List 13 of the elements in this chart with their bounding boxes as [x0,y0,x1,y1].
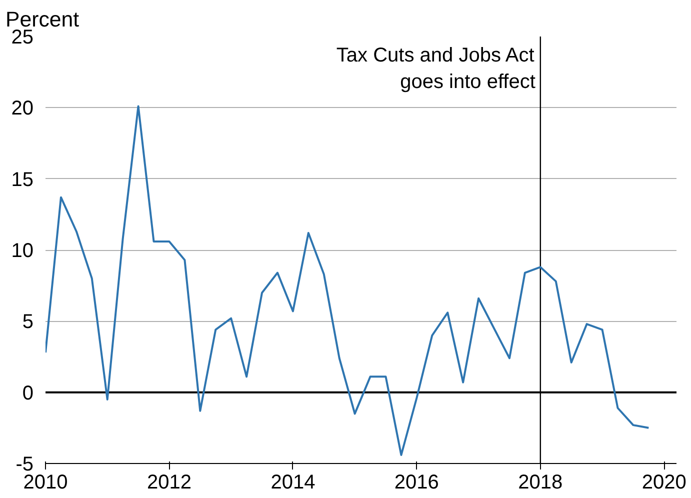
y-tick-label: 5 [22,311,34,334]
x-tick-label: 2020 [642,472,686,494]
x-tick-label: 2016 [394,472,439,494]
y-tick-label: 20 [11,98,34,120]
y-tick-label: 15 [11,168,34,191]
x-tick-label: 2014 [270,472,316,494]
x-tick-label: 2012 [146,472,192,494]
line-series [46,105,650,456]
ref-line-label: Tax Cuts and Jobs Act goes into effect [336,44,536,93]
y-tick-label: 0 [22,382,34,404]
y-tick-label: 25 [11,26,34,48]
y-tick-label: 10 [11,240,34,262]
x-tick-label: 2018 [518,472,563,494]
